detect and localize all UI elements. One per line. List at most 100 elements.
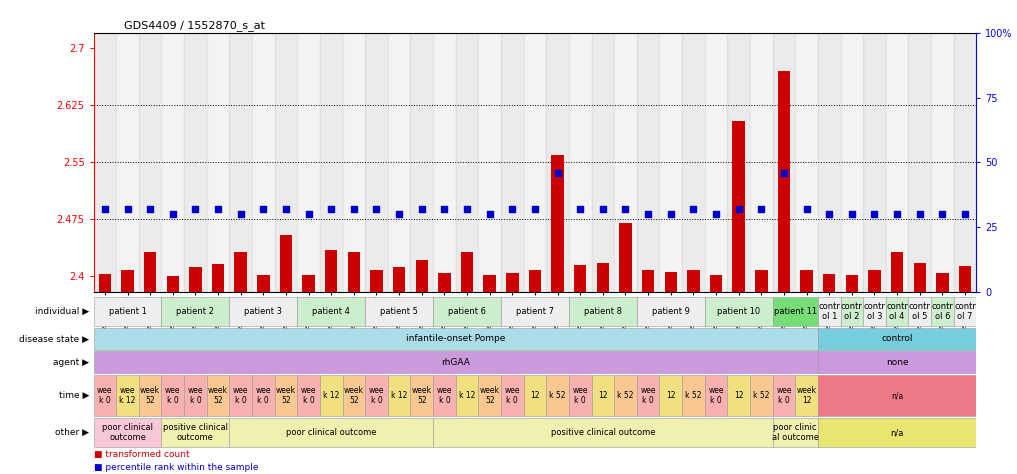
Text: 12: 12 xyxy=(530,392,540,400)
Bar xyxy=(863,297,886,327)
Bar xyxy=(773,375,795,416)
Bar xyxy=(818,297,840,327)
Bar xyxy=(886,33,908,292)
Text: patient 11: patient 11 xyxy=(774,307,817,316)
Bar xyxy=(840,33,863,292)
Bar xyxy=(936,273,949,292)
Bar xyxy=(913,264,925,292)
Text: patient 10: patient 10 xyxy=(717,307,761,316)
Bar xyxy=(230,375,252,416)
Text: 12: 12 xyxy=(666,392,675,400)
Bar xyxy=(370,270,382,292)
Text: poor clinical outcome: poor clinical outcome xyxy=(286,428,376,437)
Text: week
52: week 52 xyxy=(344,386,364,405)
Text: none: none xyxy=(886,358,908,367)
Bar xyxy=(908,297,931,327)
Bar xyxy=(597,263,609,292)
Text: patient 8: patient 8 xyxy=(584,307,621,316)
Bar xyxy=(94,351,818,374)
Text: n/a: n/a xyxy=(891,392,903,400)
Bar xyxy=(705,33,727,292)
Bar xyxy=(411,375,433,416)
Text: contr
ol 3: contr ol 3 xyxy=(863,302,886,321)
Bar xyxy=(773,418,818,447)
Bar xyxy=(433,297,501,327)
Point xyxy=(504,205,521,213)
Bar xyxy=(162,33,184,292)
Point xyxy=(549,169,565,176)
Text: ■ transformed count: ■ transformed count xyxy=(94,450,189,459)
Bar xyxy=(574,265,587,292)
Bar xyxy=(614,375,637,416)
Bar xyxy=(139,33,162,292)
Bar xyxy=(773,33,795,292)
Bar xyxy=(252,375,275,416)
Text: contr
ol 6: contr ol 6 xyxy=(932,302,953,321)
Bar xyxy=(891,252,903,292)
Bar xyxy=(682,33,705,292)
Text: wee
k 0: wee k 0 xyxy=(573,386,588,405)
Bar xyxy=(869,270,881,292)
Bar xyxy=(863,33,886,292)
Text: 12: 12 xyxy=(734,392,743,400)
Bar xyxy=(302,275,315,292)
Point xyxy=(685,205,702,213)
Point xyxy=(210,205,226,213)
Bar xyxy=(343,33,365,292)
Bar xyxy=(954,33,976,292)
Bar xyxy=(416,260,428,292)
Text: agent ▶: agent ▶ xyxy=(54,358,89,367)
Bar xyxy=(94,297,162,327)
Point xyxy=(323,205,340,213)
Bar xyxy=(184,375,206,416)
Point xyxy=(368,205,384,213)
Bar xyxy=(795,375,818,416)
Bar xyxy=(546,33,569,292)
Text: week
52: week 52 xyxy=(480,386,499,405)
Bar xyxy=(438,273,451,292)
Bar xyxy=(682,375,705,416)
Bar xyxy=(705,375,727,416)
Text: wee
k 0: wee k 0 xyxy=(98,386,113,405)
Text: wee
k 0: wee k 0 xyxy=(233,386,248,405)
Text: patient 6: patient 6 xyxy=(448,307,486,316)
Point xyxy=(573,205,589,213)
Bar xyxy=(800,270,813,292)
Bar xyxy=(727,375,750,416)
Text: wee
k 0: wee k 0 xyxy=(776,386,791,405)
Text: GDS4409 / 1552870_s_at: GDS4409 / 1552870_s_at xyxy=(124,20,265,31)
Point xyxy=(436,205,453,213)
Point xyxy=(278,205,294,213)
Text: infantile-onset Pompe: infantile-onset Pompe xyxy=(406,335,505,343)
Bar xyxy=(501,297,569,327)
Text: k 52: k 52 xyxy=(685,392,702,400)
Text: patient 9: patient 9 xyxy=(652,307,690,316)
Text: contr
ol 5: contr ol 5 xyxy=(909,302,931,321)
Bar xyxy=(551,155,563,292)
Point xyxy=(866,210,883,218)
Bar xyxy=(275,375,297,416)
Point xyxy=(391,210,407,218)
Bar xyxy=(664,272,677,292)
Text: n/a: n/a xyxy=(891,428,904,437)
Text: week
12: week 12 xyxy=(796,386,817,405)
Bar xyxy=(710,275,722,292)
Bar xyxy=(230,297,297,327)
Text: contr
ol 2: contr ol 2 xyxy=(841,302,862,321)
Bar xyxy=(230,33,252,292)
Text: disease state ▶: disease state ▶ xyxy=(19,335,89,343)
Bar xyxy=(483,275,496,292)
Bar xyxy=(818,418,976,447)
Text: wee
k 0: wee k 0 xyxy=(188,386,203,405)
Bar xyxy=(614,33,637,292)
Point xyxy=(957,210,973,218)
Bar xyxy=(365,297,433,327)
Point xyxy=(481,210,497,218)
Text: wee
k 0: wee k 0 xyxy=(301,386,316,405)
Bar xyxy=(343,375,365,416)
Bar xyxy=(297,297,365,327)
Text: wee
k 0: wee k 0 xyxy=(255,386,272,405)
Bar xyxy=(727,33,750,292)
Bar xyxy=(818,375,976,416)
Text: positive clinical
outcome: positive clinical outcome xyxy=(163,423,228,442)
